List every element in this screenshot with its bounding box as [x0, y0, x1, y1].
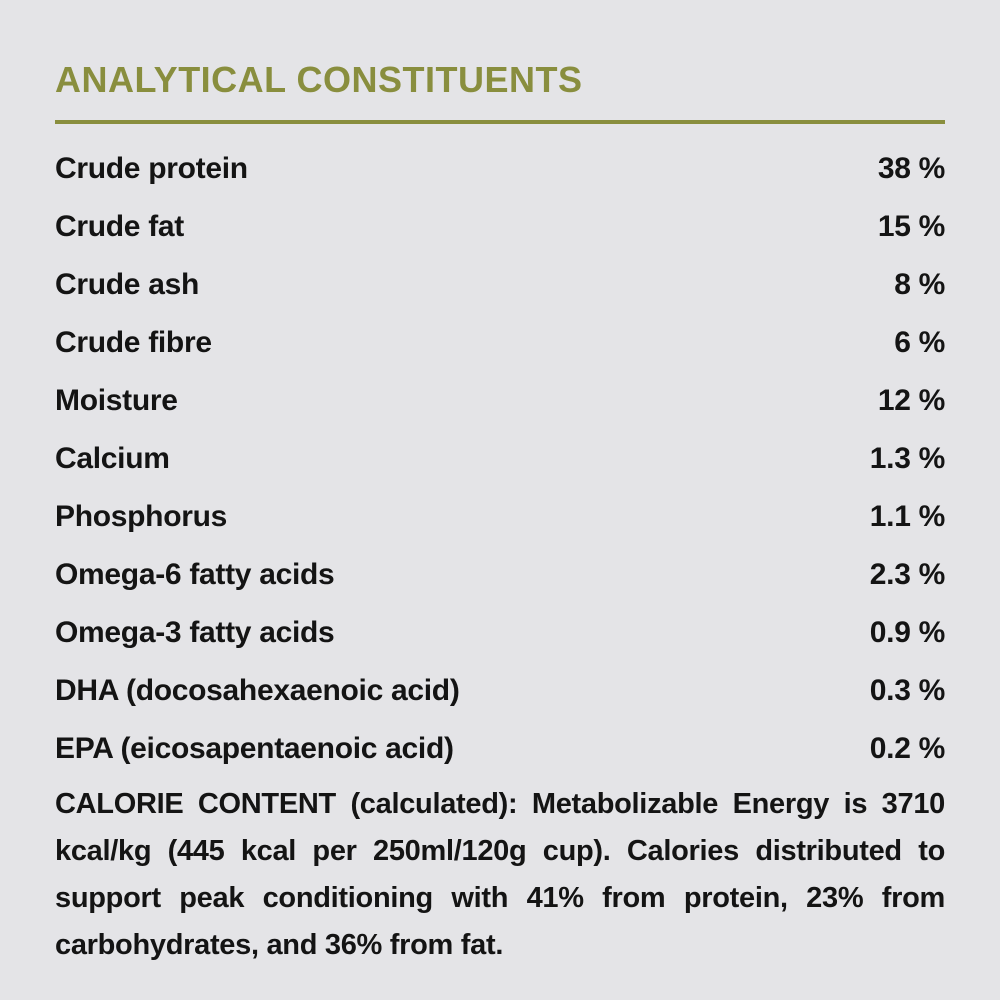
constituent-row: Omega-3 fatty acids 0.9 %	[55, 604, 945, 662]
analytical-constituents-panel: ANALYTICAL CONSTITUENTS Crude protein 38…	[55, 59, 945, 961]
constituent-label: Calcium	[55, 442, 170, 475]
constituent-label: DHA (docosahexaenoic acid)	[55, 674, 460, 707]
section-title: ANALYTICAL CONSTITUENTS	[55, 59, 583, 100]
constituent-label: Phosphorus	[55, 500, 228, 533]
constituent-row: EPA (eicosapentaenoic acid) 0.2 %	[55, 720, 945, 778]
constituent-value: 38 %	[877, 152, 945, 185]
constituent-value: 15 %	[877, 210, 945, 243]
calorie-content-paragraph: CALORIE CONTENT (calculated): Metaboliza…	[55, 788, 945, 961]
constituent-row: Crude ash 8 %	[55, 256, 945, 314]
constituent-value: 12 %	[877, 384, 945, 417]
constituent-row: Calcium 1.3 %	[55, 430, 945, 488]
constituent-value: 0.9 %	[869, 616, 946, 649]
constituent-row: Crude protein 38 %	[55, 140, 945, 198]
constituent-value: 8 %	[894, 268, 945, 301]
constituent-row: Crude fat 15 %	[55, 198, 945, 256]
constituent-label: Omega-6 fatty acids	[55, 558, 335, 591]
constituent-value: 1.3 %	[869, 442, 946, 475]
constituent-row: DHA (docosahexaenoic acid) 0.3 %	[55, 662, 945, 720]
constituent-label: Omega-3 fatty acids	[55, 616, 335, 649]
constituent-label: Crude ash	[55, 268, 200, 301]
constituent-label: EPA (eicosapentaenoic acid)	[55, 732, 454, 765]
title-divider	[55, 120, 945, 124]
constituent-value: 6 %	[894, 326, 945, 359]
constituent-row: Moisture 12 %	[55, 372, 945, 430]
constituent-row: Omega-6 fatty acids 2.3 %	[55, 546, 945, 604]
constituent-label: Crude protein	[55, 152, 248, 185]
constituents-list: Crude protein 38 % Crude fat 15 % Crude …	[55, 140, 945, 778]
constituent-row: Phosphorus 1.1 %	[55, 488, 945, 546]
constituent-value: 0.3 %	[869, 674, 946, 707]
constituent-label: Moisture	[55, 384, 178, 417]
constituent-value: 2.3 %	[869, 558, 946, 591]
constituent-label: Crude fibre	[55, 326, 212, 359]
constituent-label: Crude fat	[55, 210, 184, 243]
constituent-value: 0.2 %	[869, 732, 946, 765]
constituent-value: 1.1 %	[869, 500, 946, 533]
constituent-row: Crude fibre 6 %	[55, 314, 945, 372]
